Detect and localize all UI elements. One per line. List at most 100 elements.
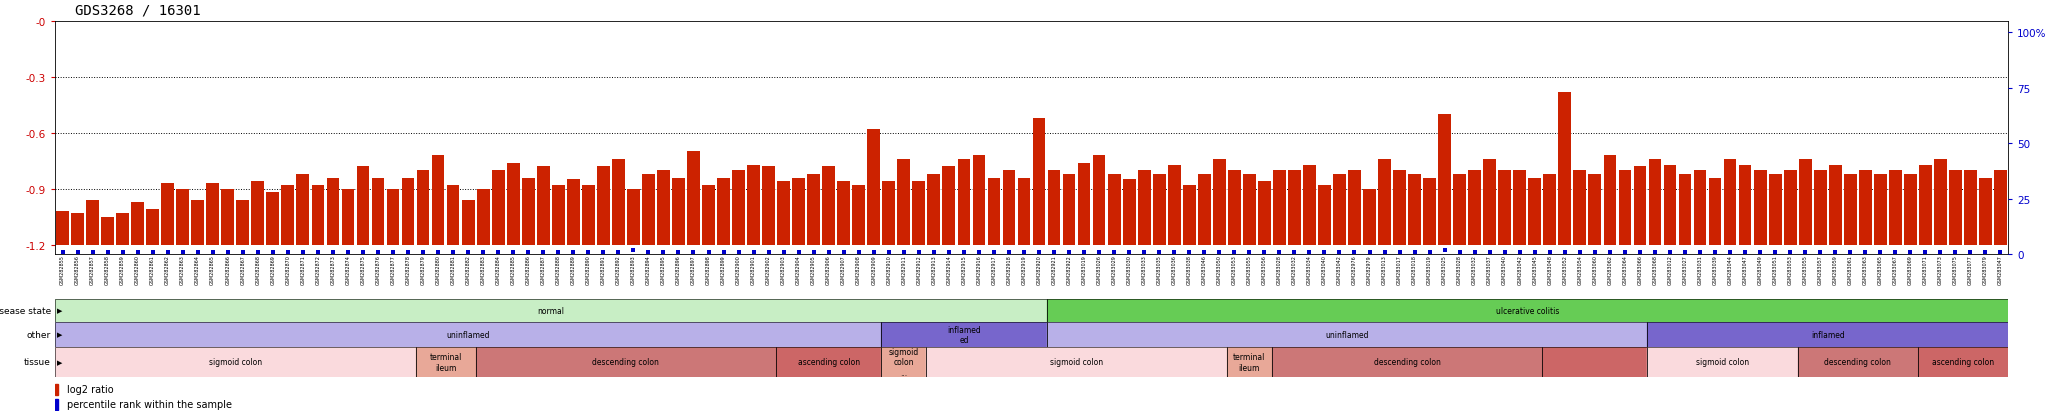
Point: [723, 249, 756, 256]
Bar: [1378, 159, 1391, 245]
Point: [1292, 249, 1325, 256]
Bar: [1047, 322, 1647, 347]
Bar: [100, 217, 115, 245]
Bar: [1933, 159, 1948, 245]
Point: [1368, 249, 1401, 256]
Point: [332, 249, 365, 256]
Point: [1309, 249, 1341, 256]
Point: [467, 249, 500, 256]
Bar: [776, 347, 881, 377]
Bar: [1333, 174, 1346, 245]
Bar: [612, 159, 625, 245]
Bar: [1393, 171, 1405, 245]
Bar: [1647, 347, 1798, 377]
Point: [752, 249, 784, 256]
Point: [1954, 249, 1987, 256]
Bar: [807, 174, 819, 245]
Point: [377, 249, 410, 256]
Bar: [1950, 171, 1962, 245]
Bar: [776, 347, 881, 377]
Point: [1022, 249, 1055, 256]
Point: [1219, 249, 1251, 256]
Bar: [717, 178, 729, 245]
Bar: [748, 165, 760, 245]
Bar: [1274, 171, 1286, 245]
Bar: [551, 185, 565, 245]
Bar: [1649, 159, 1661, 245]
Point: [737, 249, 770, 256]
Point: [678, 249, 711, 256]
Bar: [131, 202, 143, 245]
Bar: [1860, 171, 1872, 245]
Bar: [596, 167, 610, 245]
Bar: [838, 182, 850, 245]
Text: disease state: disease state: [0, 306, 51, 315]
Point: [256, 249, 289, 256]
Point: [1714, 249, 1747, 256]
Bar: [1694, 171, 1706, 245]
Bar: [1559, 93, 1571, 245]
Point: [408, 249, 440, 256]
Point: [106, 249, 139, 256]
Point: [827, 249, 860, 256]
Point: [1008, 249, 1040, 256]
Point: [887, 249, 920, 256]
Point: [1788, 249, 1821, 256]
Bar: [852, 185, 864, 245]
Bar: [942, 167, 954, 245]
Bar: [1905, 174, 1917, 245]
Point: [1864, 249, 1896, 256]
Bar: [1874, 174, 1886, 245]
Point: [391, 249, 424, 256]
Point: [602, 249, 635, 256]
Bar: [1618, 171, 1632, 245]
Bar: [987, 178, 999, 245]
Bar: [1454, 174, 1466, 245]
Bar: [881, 347, 926, 377]
Bar: [1198, 174, 1210, 245]
Point: [1804, 249, 1837, 256]
Bar: [582, 185, 594, 245]
Bar: [446, 185, 459, 245]
Point: [1174, 249, 1206, 256]
Point: [47, 249, 80, 256]
Point: [797, 249, 829, 256]
Bar: [506, 163, 520, 245]
Point: [512, 249, 545, 256]
Bar: [913, 182, 926, 245]
Bar: [627, 189, 639, 245]
Bar: [281, 185, 295, 245]
Point: [197, 249, 229, 256]
Bar: [686, 152, 700, 245]
Bar: [55, 322, 881, 347]
Bar: [641, 174, 655, 245]
Text: sigmoid colon: sigmoid colon: [1696, 358, 1749, 367]
Bar: [55, 211, 70, 245]
Point: [1083, 249, 1116, 256]
Bar: [55, 299, 1047, 322]
Bar: [1544, 174, 1556, 245]
Bar: [1212, 159, 1225, 245]
Point: [242, 249, 274, 256]
Text: ▶: ▶: [57, 332, 61, 338]
Point: [1264, 249, 1296, 256]
Point: [526, 249, 559, 256]
Point: [813, 249, 846, 256]
Bar: [1272, 347, 1542, 377]
Bar: [897, 159, 909, 245]
Text: uninflamed: uninflamed: [1325, 330, 1368, 339]
Bar: [1499, 171, 1511, 245]
Point: [1337, 249, 1370, 256]
Point: [152, 249, 184, 256]
Point: [1849, 249, 1882, 256]
Bar: [973, 156, 985, 245]
Bar: [176, 189, 188, 245]
Text: ▶: ▶: [57, 308, 61, 314]
Point: [932, 249, 965, 256]
Bar: [1018, 178, 1030, 245]
Bar: [823, 167, 836, 245]
Bar: [221, 189, 233, 245]
Text: terminal
ileum: terminal ileum: [1233, 352, 1266, 372]
Text: normal: normal: [537, 306, 565, 315]
Text: sigmoid colon: sigmoid colon: [209, 358, 262, 367]
